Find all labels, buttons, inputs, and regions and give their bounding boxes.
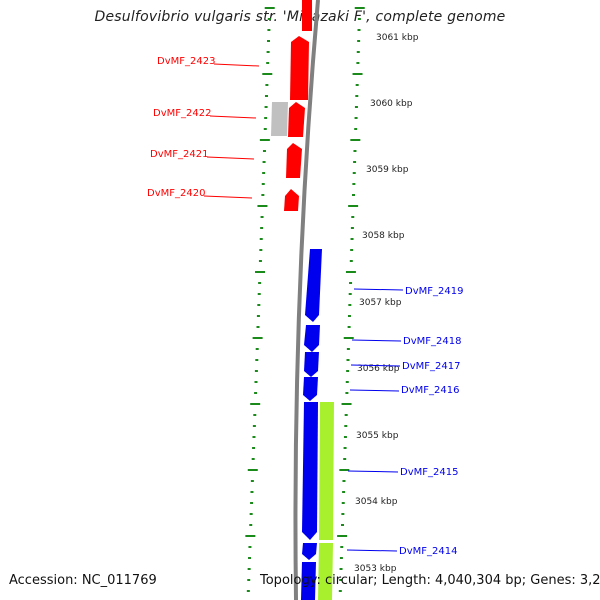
- tick-marks-right: [337, 7, 365, 592]
- gene-feature-dvmf-2415[interactable]: [302, 402, 318, 540]
- feature-track: [271, 0, 334, 600]
- gene-label-leader: [209, 115, 257, 119]
- gene-label[interactable]: DvMF_2417: [402, 361, 460, 372]
- gene-feature-dvmf-2419[interactable]: [305, 249, 322, 322]
- gene-feature-dvmf-2422-other[interactable]: [271, 102, 288, 136]
- gene-label[interactable]: DvMF_2420: [147, 188, 205, 199]
- kbp-label: 3057 kbp: [359, 298, 402, 308]
- gene-feature-dvmf-2414[interactable]: [302, 543, 317, 560]
- gene-label[interactable]: DvMF_2418: [403, 336, 461, 347]
- kbp-label: 3060 kbp: [370, 99, 413, 109]
- gene-feature-dvmf-2422[interactable]: [288, 102, 305, 137]
- gene-label-leader: [353, 288, 404, 291]
- gene-feature-dvmf-2423-b[interactable]: [290, 36, 309, 100]
- gene-label[interactable]: DvMF_2421: [150, 149, 208, 160]
- gene-feature-dvmf-2420[interactable]: [284, 189, 299, 211]
- gene-feature-dvmf-2417[interactable]: [304, 352, 319, 377]
- tick-marks-left: [245, 7, 275, 592]
- gene-label-leader: [206, 156, 255, 160]
- kbp-label: 3055 kbp: [356, 431, 399, 441]
- kbp-label: 3054 kbp: [355, 497, 398, 507]
- gene-label-leader: [346, 549, 398, 552]
- kbp-scale-labels: 3061 kbp 3060 kbp 3059 kbp 3058 kbp 3057 kbp…: [354, 33, 419, 574]
- gene-feature-next[interactable]: [301, 562, 316, 600]
- kbp-label: 3061 kbp: [376, 33, 419, 43]
- gene-feature-dvmf-2414-rna[interactable]: [318, 543, 333, 600]
- gene-label[interactable]: DvMF_2414: [399, 546, 457, 557]
- kbp-label: 3058 kbp: [362, 231, 405, 241]
- gene-label[interactable]: DvMF_2416: [401, 385, 459, 396]
- genome-summary-label: Topology: circular; Length: 4,040,304 bp…: [260, 573, 600, 588]
- gene-label[interactable]: DvMF_2419: [405, 286, 463, 297]
- gene-feature-dvmf-2421[interactable]: [286, 143, 302, 178]
- accession-label: Accession: NC_011769: [9, 573, 157, 588]
- gene-label[interactable]: DvMF_2415: [400, 467, 458, 478]
- gene-label-leader: [350, 364, 401, 367]
- gene-label-leader: [213, 63, 260, 67]
- gene-labels-right: DvMF_2419 DvMF_2418 DvMF_2417 DvMF_2416 DvMF…: [346, 286, 463, 557]
- gene-label-leader: [347, 470, 399, 473]
- gene-feature-dvmf-2416[interactable]: [303, 377, 318, 401]
- genome-backbone: [293, 0, 320, 600]
- kbp-label: 3059 kbp: [366, 165, 409, 175]
- gene-label[interactable]: DvMF_2422: [153, 108, 211, 119]
- genome-title: Desulfovibrio vulgaris str. 'Miyazaki F'…: [94, 9, 506, 25]
- kbp-label: 3053 kbp: [354, 564, 397, 574]
- kbp-label: 3056 kbp: [357, 364, 400, 374]
- gene-label-leader: [351, 339, 402, 342]
- gene-feature-dvmf-2423[interactable]: [302, 0, 312, 31]
- gene-label[interactable]: DvMF_2423: [157, 56, 215, 67]
- gene-label-leader: [203, 195, 253, 199]
- gene-labels-left: DvMF_2423 DvMF_2422 DvMF_2421 DvMF_2420: [147, 56, 260, 199]
- gene-feature-dvmf-2415-rna[interactable]: [319, 402, 334, 540]
- gene-label-leader: [349, 389, 400, 392]
- gene-feature-dvmf-2418[interactable]: [304, 325, 320, 352]
